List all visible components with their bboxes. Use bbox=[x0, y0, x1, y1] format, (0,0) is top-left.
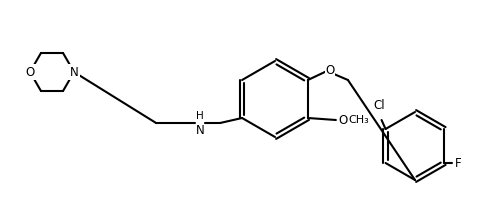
Text: CH₃: CH₃ bbox=[348, 115, 369, 125]
Text: N: N bbox=[196, 124, 205, 137]
Text: N: N bbox=[70, 65, 78, 79]
Text: H: H bbox=[196, 111, 204, 121]
Text: F: F bbox=[455, 156, 461, 169]
Text: O: O bbox=[25, 65, 35, 79]
Text: O: O bbox=[338, 113, 347, 126]
Text: Cl: Cl bbox=[374, 99, 385, 112]
Text: O: O bbox=[325, 64, 335, 76]
